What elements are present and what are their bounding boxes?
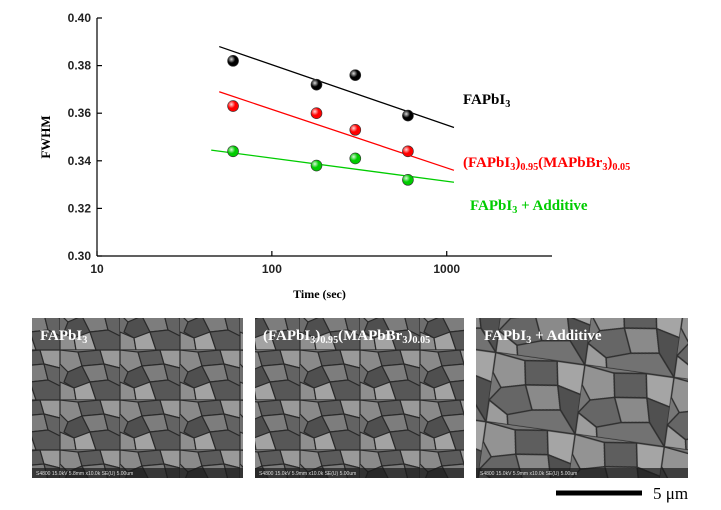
sem-image [32,318,243,478]
sem-info: S4800 15.0kV 5.8mm x10.0k SE(U) 5.00um [36,471,133,477]
label-part: (MAPbBr [338,328,402,344]
sem-image [476,318,688,478]
x-tick-label: 10 [90,262,104,276]
point-shine [227,100,239,112]
point-shine [310,160,322,172]
subscript: 3 [310,335,315,346]
subscript: 0.95 [320,335,338,346]
label-part: ) [315,328,320,344]
label-part: FAPbI [484,328,526,344]
y-tick-label: 0.40 [68,11,92,25]
label-part: FAPbI [40,328,82,344]
series-label: FAPbI3 [463,92,510,110]
sem-label: FAPbI3 + Additive [484,328,602,346]
subscript: 3 [402,335,407,346]
series-label: FAPbI3 + Additive [470,198,588,216]
label-part: + Additive [517,198,588,214]
label-part: ) [607,155,612,171]
label-part: + Additive [531,328,602,344]
sem-info: S4800 15.0kV 5.9mm x10.0k SE(U) 5.00um [259,471,356,477]
subscript: 3 [602,162,607,173]
y-tick-label: 0.32 [68,201,92,215]
sem-info-bar [476,468,688,478]
x-tick-label: 1000 [433,262,460,276]
label-part: FAPbI [463,92,505,108]
sem-label: (FAPbI3)0.95(MAPbBr3)0.05 [263,328,430,346]
subscript: 3 [526,335,531,346]
y-axis-title: FWHM [38,115,53,158]
label-part: FAPbI [470,198,512,214]
point-shine [310,79,322,91]
point-shine [349,152,361,164]
x-axis-title: Time (sec) [293,287,346,301]
x-tick-label: 100 [262,262,282,276]
subscript: 0.05 [612,162,630,173]
y-tick-label: 0.36 [68,106,92,120]
point-shine [402,174,414,186]
subscript: 3 [505,99,510,110]
label-part: (MAPbBr [538,155,602,171]
point-shine [310,107,322,119]
series-label: (FAPbI3)0.95(MAPbBr3)0.05 [463,155,630,173]
label-part: ) [407,328,412,344]
point-shine [402,110,414,122]
subscript: 0.95 [520,162,538,173]
sem-images: S4800 15.0kV 5.8mm x10.0k SE(U) 5.00um FA… [32,318,688,478]
y-tick-label: 0.34 [68,154,92,168]
fit-line [219,45,455,129]
subscript: 3 [510,162,515,173]
point-shine [349,124,361,136]
sem-label: FAPbI3 [40,328,87,346]
y-tick-label: 0.38 [68,59,92,73]
plot: 0.30 0.32 0.34 0.36 0.38 0.40 10 100 1000 Time (s… [38,11,630,301]
point-shine [402,145,414,157]
sem-info-bar [32,468,243,478]
point-shine [349,69,361,81]
sem-image [255,318,464,478]
point-shine [227,55,239,67]
label-part: ) [515,155,520,171]
fit-line [219,91,455,171]
fit-line [211,149,455,183]
subscript: 3 [512,205,517,216]
point-shine [227,145,239,157]
y-tick-label: 0.30 [68,249,92,263]
subscript: 3 [82,335,87,346]
sem-info: S4800 15.0kV 5.9mm x10.0k SE(U) 5.00um [480,471,577,477]
subscript: 0.05 [412,335,430,346]
scale-bar-label: 5 μm [653,484,688,503]
sem-info-bar [255,468,464,478]
label-part: (FAPbI [263,328,310,344]
label-part: (FAPbI [463,155,510,171]
